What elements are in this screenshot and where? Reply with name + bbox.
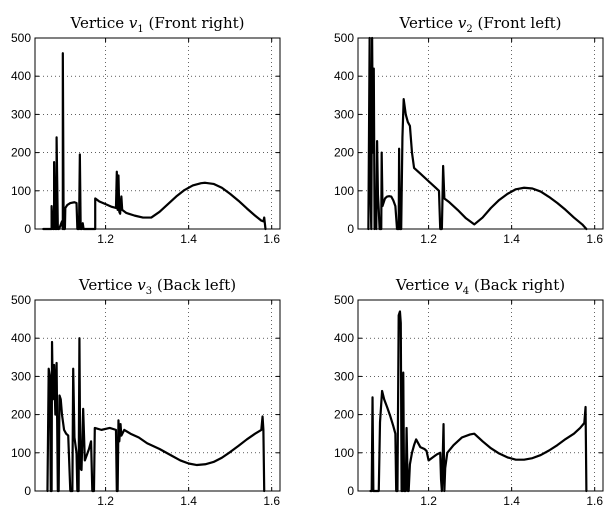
y-tick-label: 300 xyxy=(11,369,31,383)
series-line xyxy=(367,36,588,231)
x-tick-label: 1.6 xyxy=(263,232,280,246)
y-tick-label: 200 xyxy=(11,146,31,160)
x-tick-label: 1.2 xyxy=(97,494,114,508)
panel-4: 1.2 1.4 1.6 0 100 200 300 400 500 Vertice v4 (Bac… xyxy=(334,276,604,508)
y-tick-label: 0 xyxy=(347,222,354,236)
x-tick-label: 1.2 xyxy=(420,494,437,508)
chart-title: Vertice v4 (Back right) xyxy=(395,276,565,297)
title-sub: 3 xyxy=(146,286,152,297)
plot-frame xyxy=(34,37,281,230)
plot-frame xyxy=(357,37,604,230)
y-tick-label: 0 xyxy=(24,484,31,498)
x-tick-label: 1.4 xyxy=(180,494,197,508)
title-var: v xyxy=(458,14,467,32)
title-var: v xyxy=(129,14,138,32)
x-tick-label: 1.4 xyxy=(503,232,520,246)
y-tick-label: 0 xyxy=(347,484,354,498)
title-sub: 2 xyxy=(466,24,472,35)
y-tick-label: 400 xyxy=(11,331,31,345)
x-tick-label: 1.2 xyxy=(420,232,437,246)
y-tick-label: 100 xyxy=(334,184,354,198)
title-var: v xyxy=(137,276,146,294)
y-tick-label: 200 xyxy=(11,408,31,422)
y-tick-label: 500 xyxy=(11,31,31,45)
y-tick-label: 200 xyxy=(334,146,354,160)
y-tick-label: 300 xyxy=(334,369,354,383)
y-tick-label: 400 xyxy=(11,69,31,83)
y-tick-label: 200 xyxy=(334,408,354,422)
x-tick-label: 1.6 xyxy=(586,494,603,508)
y-tick-label: 500 xyxy=(11,293,31,307)
chart-title: Vertice v2 (Front left) xyxy=(398,14,561,35)
title-var: v xyxy=(454,276,463,294)
title-prefix: Vertice xyxy=(398,14,457,32)
chart-title: Vertice v3 (Back left) xyxy=(78,276,236,297)
title-suffix: (Back left) xyxy=(152,276,236,294)
y-tick-label: 400 xyxy=(334,331,354,345)
series-line xyxy=(369,310,588,493)
y-tick-label: 500 xyxy=(334,31,354,45)
x-tick-label: 1.6 xyxy=(263,494,280,508)
y-tick-label: 300 xyxy=(334,107,354,121)
x-tick-label: 1.4 xyxy=(180,232,197,246)
title-prefix: Vertice xyxy=(395,276,454,294)
plot-frame xyxy=(34,299,281,492)
title-suffix: (Front right) xyxy=(144,14,245,32)
title-sub: 1 xyxy=(137,24,143,35)
y-tick-label: 100 xyxy=(11,184,31,198)
x-tick-label: 1.4 xyxy=(503,494,520,508)
panel-3: 1.2 1.4 1.6 0 100 200 300 400 500 Vertice v3 (Bac… xyxy=(11,276,281,508)
chart-title: Vertice v1 (Front right) xyxy=(69,14,244,35)
y-tick-label: 500 xyxy=(334,293,354,307)
title-prefix: Vertice xyxy=(69,14,128,32)
y-tick-label: 400 xyxy=(334,69,354,83)
series-line xyxy=(42,52,267,231)
title-prefix: Vertice xyxy=(78,276,137,294)
y-tick-label: 100 xyxy=(11,446,31,460)
panel-2: 1.2 1.4 1.6 0 100 200 300 400 500 Vertice v2 (Fro… xyxy=(334,14,604,246)
x-tick-label: 1.6 xyxy=(586,232,603,246)
title-suffix: (Back right) xyxy=(469,276,565,294)
y-tick-label: 100 xyxy=(334,446,354,460)
y-tick-label: 300 xyxy=(11,107,31,121)
plot-frame xyxy=(357,299,604,492)
y-tick-label: 0 xyxy=(24,222,31,236)
title-suffix: (Front left) xyxy=(473,14,562,32)
panel-1: 1.2 1.4 1.6 0 100 200 300 400 500 Vertice v1 (Fro… xyxy=(11,14,281,246)
x-tick-label: 1.2 xyxy=(97,232,114,246)
title-sub: 4 xyxy=(463,286,469,297)
